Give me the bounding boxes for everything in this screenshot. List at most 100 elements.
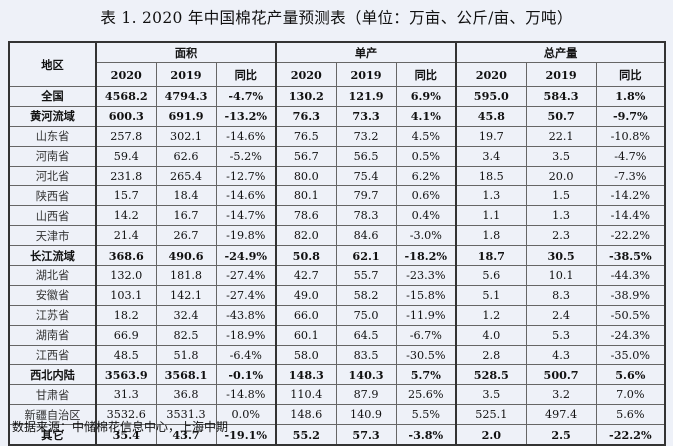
value-cell: 66.0 [275, 304, 337, 326]
value-cell: 10.1 [525, 265, 597, 286]
value-cell: 140.3 [335, 364, 397, 386]
value-cell: -27.4% [215, 284, 277, 306]
value-cell: 1.5 [525, 185, 597, 207]
value-cell: 15.7 [95, 185, 157, 207]
cotton-forecast-table-container: 地区 面积 单产 总产量 2020 2019 同比 2020 2019 同比 2… [8, 41, 667, 446]
value-cell: 103.1 [95, 284, 157, 306]
subheader-2020: 2020 [95, 62, 157, 87]
region-cell: 天津市 [8, 225, 97, 247]
subheader-yoy: 同比 [215, 62, 277, 87]
value-cell: -14.8% [215, 384, 277, 406]
region-cell: 山东省 [8, 125, 97, 147]
value-cell: 2.5 [525, 424, 597, 446]
region-cell: 安徽省 [8, 284, 97, 306]
value-cell: -30.5% [395, 344, 457, 366]
value-cell: 80.1 [275, 185, 337, 207]
value-cell: 1.3 [525, 205, 597, 227]
region-cell: 山西省 [8, 205, 97, 227]
value-cell: 5.1 [455, 284, 527, 306]
table-row: 山东省 257.8 302.1 -14.6% 76.5 73.2 4.5% 19.7 22.1-… [8, 125, 667, 147]
table-row-summary: 全国 4568.2 4794.3 -4.7% 130.2 121.9 6.9% 595.0 58… [8, 86, 667, 107]
value-cell: 58.2 [335, 284, 397, 306]
value-cell: 42.7 [275, 265, 337, 286]
value-cell: 76.3 [275, 105, 337, 127]
value-cell: 3.5 [455, 384, 527, 406]
group-header-area: 面积 [95, 41, 277, 63]
value-cell: 600.3 [95, 105, 157, 127]
value-cell: 3568.1 [155, 364, 217, 386]
value-cell: 5.5% [395, 404, 457, 426]
value-cell: 82.5 [155, 324, 217, 346]
value-cell: 84.6 [335, 225, 397, 247]
table-row: 湖南省 66.9 82.5 -18.9% 60.1 64.5 -6.7% 4.0 5.3 -24.… [8, 324, 667, 346]
value-cell: 368.6 [95, 245, 157, 267]
value-cell: 5.7% [395, 364, 457, 386]
region-cell: 江苏省 [8, 304, 97, 326]
value-cell: 79.7 [335, 185, 397, 207]
value-cell: 4.5% [395, 125, 457, 147]
value-cell: -14.6% [215, 185, 277, 207]
value-cell: 4.3 [525, 344, 597, 366]
value-cell: 130.2 [275, 86, 337, 107]
value-cell: 73.3 [335, 105, 397, 127]
value-cell: 3.4 [455, 145, 527, 167]
value-cell: -10.8% [595, 125, 667, 147]
value-cell: 26.7 [155, 225, 217, 247]
value-cell: 30.5 [525, 245, 597, 267]
value-cell: 4.1% [395, 105, 457, 127]
value-cell: -7.3% [595, 165, 667, 187]
value-cell: -44.3% [595, 265, 667, 286]
value-cell: 497.4 [525, 404, 597, 426]
table-row: 陕西省 15.7 18.4 -14.6% 80.1 79.7 0.6% 1.3 1.5 -14.2… [8, 185, 667, 207]
value-cell: -22.2% [595, 424, 667, 446]
value-cell: 62.6 [155, 145, 217, 167]
value-cell: 21.4 [95, 225, 157, 247]
table-row-summary: 长江流域 368.6 490.6 -24.9% 50.8 62.1 -18.2% 18.7 30… [8, 245, 667, 267]
value-cell: 50.8 [275, 245, 337, 267]
value-cell: 20.0 [525, 165, 597, 187]
value-cell: -4.7% [215, 86, 277, 107]
value-cell: 18.7 [455, 245, 527, 267]
value-cell: -50.5% [595, 304, 667, 326]
value-cell: 25.6% [395, 384, 457, 406]
value-cell: 142.1 [155, 284, 217, 306]
value-cell: -43.8% [215, 304, 277, 326]
value-cell: 3563.9 [95, 364, 157, 386]
value-cell: -35.0% [595, 344, 667, 366]
value-cell: -23.3% [395, 265, 457, 286]
value-cell: -18.9% [215, 324, 277, 346]
table-row: 江西省 48.5 51.8 -6.4% 58.0 83.5 -30.5% 2.8 4.3 -35.… [8, 344, 667, 366]
table-row: 新疆自治区 3532.6 3531.3 0.0% 148.6 140.9 5.5% 525.1… [8, 404, 667, 426]
value-cell: 3.2 [525, 384, 597, 406]
value-cell: 18.5 [455, 165, 527, 187]
value-cell: 5.6% [595, 404, 667, 426]
table-header: 地区 面积 单产 总产量 2020 2019 同比 2020 2019 同比 2… [8, 41, 667, 87]
value-cell: 121.9 [335, 86, 397, 107]
region-cell: 甘肃省 [8, 384, 97, 406]
region-header: 地区 [8, 41, 97, 87]
table-row-summary: 黄河流域 600.3 691.9 -13.2% 76.3 73.3 4.1% 45.8 50.7… [8, 105, 667, 127]
value-cell: 1.1 [455, 205, 527, 227]
value-cell: 83.5 [335, 344, 397, 366]
value-cell: 525.1 [455, 404, 527, 426]
value-cell: 18.2 [95, 304, 157, 326]
table-row: 甘肃省 31.3 36.8 -14.8% 110.4 87.9 25.6% 3.5 3.2 7.0… [8, 384, 667, 406]
region-cell: 西北内陆 [8, 364, 97, 386]
value-cell: 5.6 [455, 265, 527, 286]
value-cell: 302.1 [155, 125, 217, 147]
region-cell: 长江流域 [8, 245, 97, 267]
value-cell: 56.7 [275, 145, 337, 167]
value-cell: 80.0 [275, 165, 337, 187]
value-cell: 57.3 [335, 424, 397, 446]
value-cell: 1.8% [595, 86, 667, 107]
value-cell: 64.5 [335, 324, 397, 346]
table-row: 河南省 59.4 62.6 -5.2% 56.7 56.5 0.5% 3.4 3.5 -4.7% [8, 145, 667, 167]
value-cell: 78.6 [275, 205, 337, 227]
value-cell: -12.7% [215, 165, 277, 187]
value-cell: -24.9% [215, 245, 277, 267]
group-header-output: 总产量 [455, 41, 667, 63]
region-cell: 湖北省 [8, 265, 97, 286]
value-cell: 2.0 [455, 424, 527, 446]
value-cell: -6.7% [395, 324, 457, 346]
value-cell: 6.2% [395, 165, 457, 187]
